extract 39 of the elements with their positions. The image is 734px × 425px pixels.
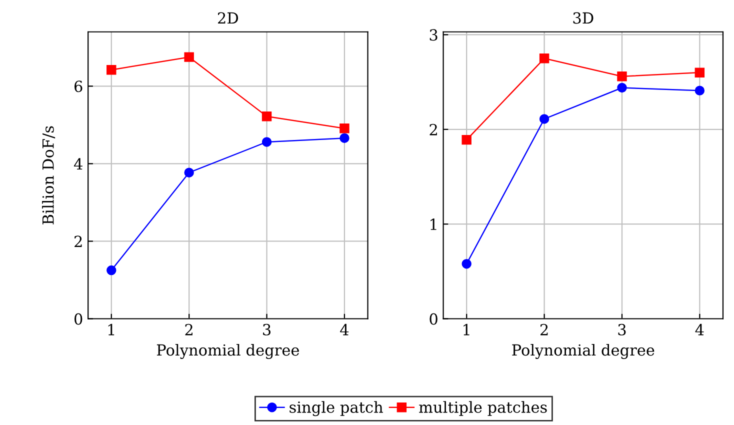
point: [184, 168, 194, 178]
point: [694, 86, 705, 96]
point: [617, 82, 627, 93]
x-tick-label: 4: [340, 324, 349, 336]
legend-label: single patch: [290, 401, 383, 416]
point: [262, 137, 272, 147]
point: [340, 124, 350, 134]
point: [462, 134, 472, 145]
y-tick-label: 0: [430, 313, 438, 325]
point: [184, 52, 194, 62]
y-tick-label: 2: [430, 124, 437, 136]
point: [106, 65, 116, 75]
x-tick-label: 1: [464, 324, 470, 336]
y-tick-label: 2: [74, 236, 82, 248]
x-tick-label: 4: [695, 324, 704, 336]
point: [694, 68, 705, 78]
point: [539, 54, 550, 64]
x-tick-label: 1: [108, 324, 114, 336]
y-tick-label: 4: [74, 158, 82, 170]
point: [340, 133, 350, 143]
point: [262, 112, 272, 122]
point: [462, 258, 472, 269]
point: [539, 114, 550, 124]
y-tick-label: 0: [74, 313, 82, 325]
x-tick-label: 2: [185, 324, 192, 336]
y-axis-title: Billion DoF/s: [42, 126, 56, 224]
y-tick-label: 6: [74, 80, 82, 92]
y-tick-label: 3: [430, 29, 438, 41]
legend-label: multiple patches: [419, 401, 547, 416]
chart-title: 3D: [573, 12, 594, 24]
y-tick-label: 1: [430, 218, 436, 230]
x-tick-label: 3: [263, 324, 270, 336]
x-tick-label: 3: [618, 324, 626, 336]
x-axis-title: Polynomial degree: [512, 344, 654, 359]
x-axis-title: Polynomial degree: [156, 344, 299, 359]
x-tick-label: 2: [540, 324, 548, 336]
point: [106, 265, 116, 276]
point: [617, 72, 627, 82]
chart-title: 2D: [218, 12, 238, 24]
